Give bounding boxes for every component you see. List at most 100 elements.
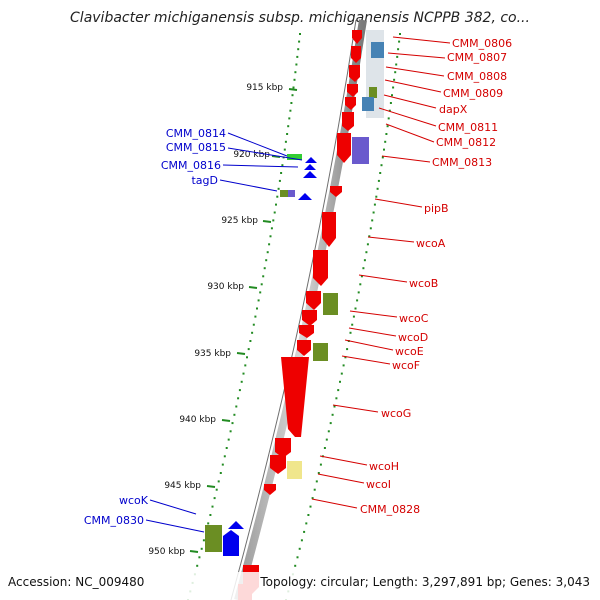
inner-track-dot [360,275,363,278]
gene-arrow-wcoh-2[interactable] [270,455,286,474]
feature-box-cmm-0830[interactable] [205,525,222,552]
gene-label-tagd[interactable]: tagD [191,174,218,187]
genome-backbone [234,19,367,600]
leader-line [317,473,365,484]
gene-label-pipb[interactable]: pipB [424,202,449,215]
gene-label-cmm-0830[interactable]: CMM_0830 [84,514,144,527]
gene-arrow-wcok[interactable] [228,521,244,529]
gene-label-wcog[interactable]: wcoG [381,407,411,420]
gene-arrow-wcob[interactable] [313,250,328,286]
gene-arrow-wcoa[interactable] [322,212,336,247]
feature-box-tagd[interactable] [280,190,288,197]
gene-arrow-wcog[interactable] [281,357,309,437]
gene-arrow-cmm-0811[interactable] [342,112,354,131]
gene-arrow-wcof[interactable] [297,340,311,356]
outer-track-dot [254,315,257,318]
feature-box-cmm-0814[interactable] [287,154,302,160]
gene-label-cmm-0812[interactable]: CMM_0812 [436,136,496,149]
outer-track-dot [225,447,228,449]
outer-track-dot [266,251,269,254]
gene-arrow-wcoh[interactable] [275,438,291,458]
feature-box-wcoc[interactable] [323,293,338,315]
gene-label-wcod[interactable]: wcoD [398,331,428,344]
gene-label-wcoe[interactable]: wcoE [395,345,424,358]
inner-track-dot [351,323,354,326]
gene-arrow-cmm-0812[interactable] [337,133,351,163]
feature-box-dapx[interactable] [362,97,374,111]
inner-track-dot [373,203,376,206]
feature-box-wcoe[interactable] [313,343,328,361]
gene-arrow-wcoc[interactable] [306,291,321,310]
outer-track-dot [207,522,210,525]
inner-track-dot [317,472,320,474]
gene-arrow-cmm-0830[interactable] [223,530,239,556]
tick-label: 930 kbp [207,282,244,292]
gene-arrow-cmm-0808[interactable] [349,65,360,82]
gene-arrow-wcod[interactable] [302,310,317,326]
inner-track-dot [391,94,393,97]
outer-track-dot [295,63,298,66]
inner-track-dot [397,48,400,51]
gene-label-cmm-0813[interactable]: CMM_0813 [432,156,492,169]
outer-track-dot [293,78,296,81]
gene-arrow-pipb[interactable] [330,186,342,197]
gene-arrow-cmm-0809[interactable] [347,84,358,97]
feature-box-cmm-0807[interactable] [371,42,384,58]
outer-track-dot [221,463,224,466]
gene-label-wcof[interactable]: wcoF [392,359,420,372]
gene-arrow-cmm-0807[interactable] [351,46,361,63]
tick-label: 935 kbp [194,349,231,359]
gene-label-wcoc[interactable]: wcoC [399,312,429,325]
tick-mark [288,88,298,91]
feature-box-cmm-0809[interactable] [369,87,377,98]
outer-track-dot [237,397,240,400]
feature-box-wcoi[interactable] [287,461,302,479]
gene-label-cmm-0828[interactable]: CMM_0828 [360,503,420,516]
leader-line [344,339,394,351]
gene-label-dapx[interactable]: dapX [439,103,468,116]
gene-arrow-dapx[interactable] [345,97,356,110]
feature-box-tagd-2[interactable] [288,190,295,197]
gene-label-wcoa[interactable]: wcoA [416,237,446,250]
gene-arrow-cmm-0828[interactable] [264,484,276,495]
gene-arrow-tagd[interactable] [298,193,312,200]
gene-label-wcoi[interactable]: wcoI [366,478,391,491]
tick-mark [189,550,199,553]
gene-label-cmm-0808[interactable]: CMM_0808 [447,70,507,83]
inner-track-dot [298,547,301,550]
inner-track-dot [389,102,392,104]
outer-track-dot [196,564,199,567]
outer-track-dot [256,307,258,310]
gene-label-cmm-0811[interactable]: CMM_0811 [438,121,498,134]
inner-track-dot [342,364,345,367]
inner-track-dot [335,397,338,400]
inner-track-dot [393,78,396,81]
gene-label-wcok[interactable]: wcoK [119,494,149,507]
gene-label-cmm-0807[interactable]: CMM_0807 [447,51,507,64]
outer-track-dot [294,71,297,74]
inner-track-dot [359,283,362,286]
outer-track-dot [211,505,214,508]
gene-label-cmm-0814[interactable]: CMM_0814 [166,127,226,140]
gene-label-cmm-0806[interactable]: CMM_0806 [452,37,512,50]
gene-arrow-cmm-0806[interactable] [352,30,362,44]
gene-label-cmm-0816[interactable]: CMM_0816 [161,159,221,172]
outer-track-dot [263,267,266,270]
inner-track-dot [365,251,368,254]
gene-label-wcoh[interactable]: wcoH [369,460,399,473]
gene-label-cmm-0815[interactable]: CMM_0815 [166,141,226,154]
feature-box-cmm-0813[interactable] [352,137,369,164]
leader-line [385,123,435,143]
inner-track-dot [333,405,336,408]
feature-boxes [205,42,384,552]
outer-track-dot [265,259,268,262]
outer-track-dot [268,243,271,246]
gene-arrow-cmm-0815-2[interactable] [304,164,316,170]
gene-arrow-cmm-0815[interactable] [305,157,317,163]
gene-arrow-wcoe[interactable] [299,325,314,338]
gene-arrow-cmm-0816[interactable] [303,171,317,178]
gene-label-cmm-0809[interactable]: CMM_0809 [443,87,503,100]
outer-track-dot [281,164,284,167]
gene-label-wcob[interactable]: wcoB [409,277,438,290]
